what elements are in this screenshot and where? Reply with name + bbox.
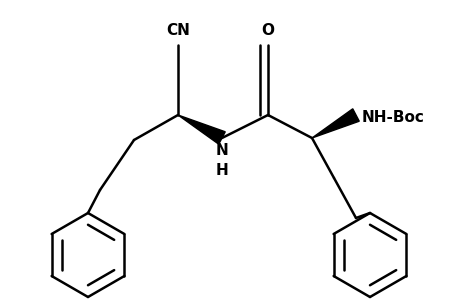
Polygon shape <box>311 109 358 138</box>
Text: H: H <box>215 163 228 178</box>
Text: O: O <box>261 23 274 38</box>
Polygon shape <box>178 115 225 144</box>
Text: CN: CN <box>166 23 190 38</box>
Text: N: N <box>215 143 228 158</box>
Text: NH-Boc: NH-Boc <box>361 110 424 125</box>
